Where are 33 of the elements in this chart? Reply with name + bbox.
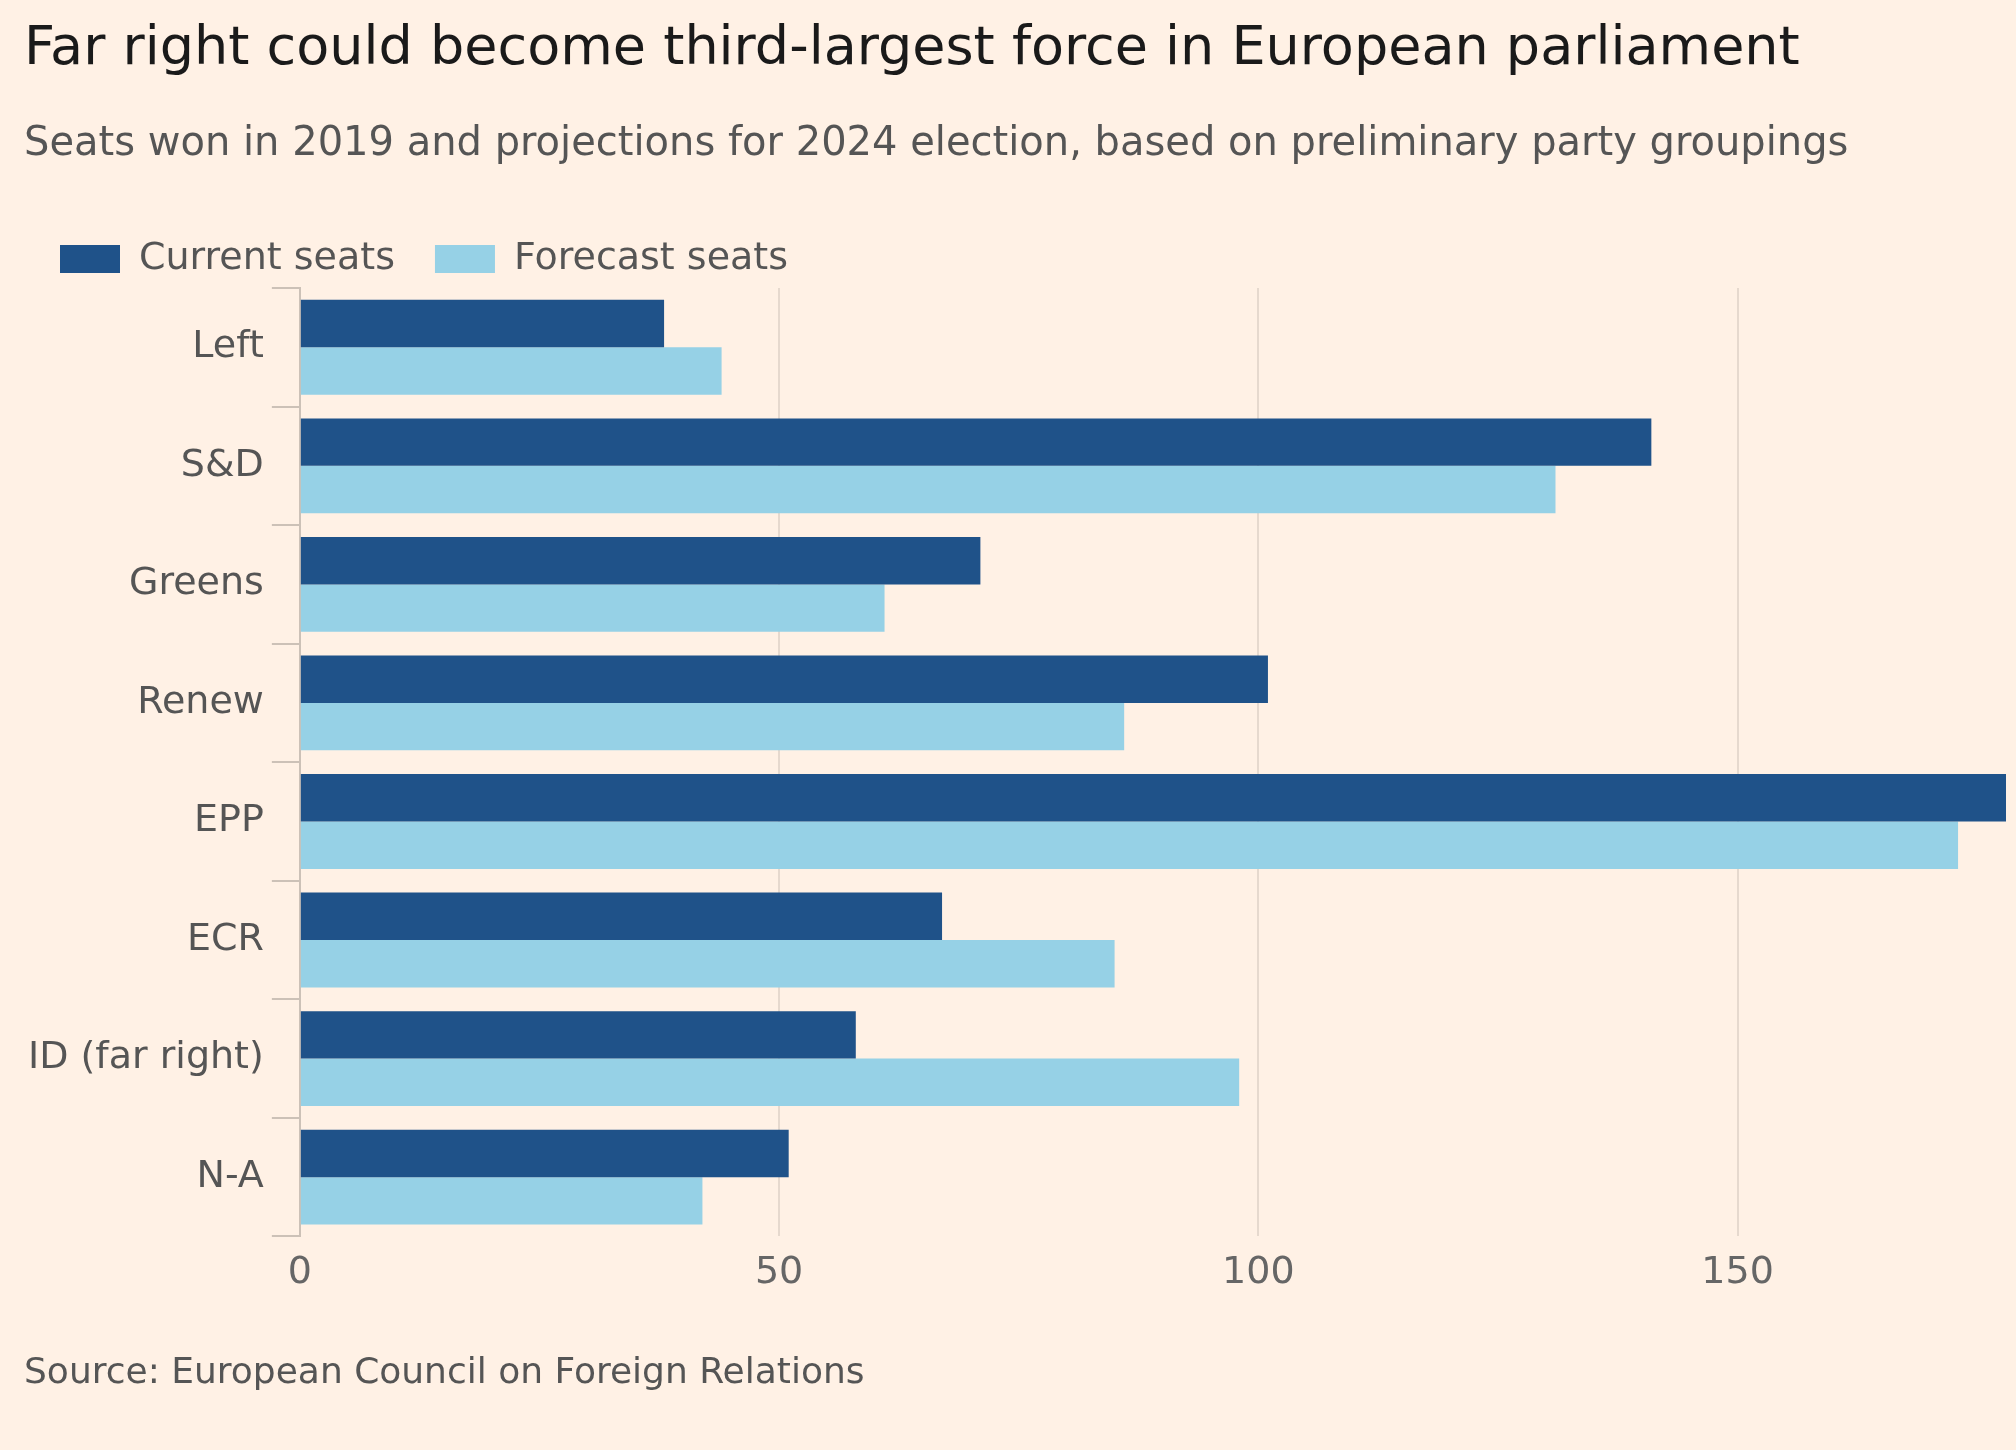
y-tick-label: EPP (194, 796, 264, 841)
bar (300, 299, 665, 348)
bar (300, 940, 1115, 988)
bar (300, 347, 722, 395)
bar (300, 465, 1556, 514)
bar (300, 1129, 789, 1178)
bar (300, 584, 885, 632)
source-note: Source: European Council on Foreign Relations (24, 1350, 865, 1391)
legend-label: Current seats (139, 233, 395, 278)
bar (300, 702, 1125, 751)
bar (300, 1058, 1240, 1106)
bar (300, 1011, 856, 1059)
y-tick-label: S&D (180, 440, 264, 485)
x-tick-label: 0 (287, 1248, 312, 1293)
chart-subtitle: Seats won in 2019 and projections for 2024 election, based on preliminary party groupings (24, 118, 1849, 164)
y-tick-label: ID (far right) (27, 1033, 264, 1078)
y-tick-label: Greens (128, 559, 264, 604)
bar (300, 892, 943, 941)
y-tick-label: Left (192, 322, 264, 367)
bar (300, 774, 2006, 822)
legend-label: Forecast seats (513, 233, 789, 278)
y-tick-label: Renew (137, 677, 264, 722)
bar (300, 536, 981, 585)
x-tick-label: 50 (754, 1248, 804, 1293)
bar (300, 418, 1652, 466)
bar (300, 1177, 703, 1225)
x-tick-label: 100 (1222, 1248, 1295, 1293)
bar (300, 655, 1268, 703)
y-tick-label: N-A (196, 1152, 264, 1196)
chart-title: Far right could become third-largest force in European parliament (24, 14, 1800, 77)
bar (300, 821, 1959, 869)
y-tick-label: ECR (186, 914, 264, 959)
x-tick-label: 150 (1701, 1248, 1774, 1293)
